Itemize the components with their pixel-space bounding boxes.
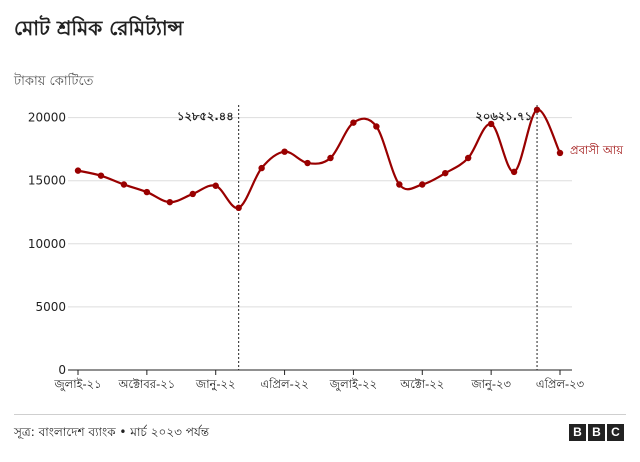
logo-letter-3: C	[607, 424, 624, 441]
data-point	[396, 181, 403, 188]
data-point	[556, 149, 564, 157]
footer-divider	[14, 414, 626, 415]
data-point	[419, 181, 426, 188]
x-tick-label: জানু-২৩	[470, 377, 511, 392]
x-tick-label: জানু-২২	[195, 377, 236, 392]
logo-letter-1: B	[569, 424, 586, 441]
legend: প্রবাসী আয়	[570, 143, 624, 157]
data-point	[189, 190, 196, 198]
y-tick-label: 5000	[35, 300, 66, 314]
x-tick-label: অক্টোবর-২১	[118, 377, 176, 391]
x-axis-ticks: জুলাই-২১ অক্টোবর-২১ জানু-২২ এপ্রিল-২২ জুলাই-…	[53, 370, 585, 392]
data-point	[510, 168, 518, 176]
y-tick-label: 0	[58, 363, 66, 377]
annotation-label: ১২৮৫২.৪৪	[177, 109, 234, 123]
data-point	[350, 119, 357, 126]
annotation-label: ২০৬২১.৭১	[475, 109, 532, 123]
data-point	[304, 159, 311, 167]
x-tick-label: এপ্রিল-২২	[260, 377, 308, 391]
logo-letter-2: B	[588, 424, 605, 441]
x-tick-label: অক্টো-২২	[399, 377, 444, 391]
bbc-logo: B B C	[569, 424, 624, 441]
series-points	[74, 106, 564, 212]
data-point	[74, 167, 82, 174]
x-tick-label: এপ্রিল-২৩	[536, 377, 585, 391]
data-point	[327, 154, 334, 162]
data-point	[442, 169, 449, 177]
y-tick-label: 15000	[28, 174, 66, 188]
data-point	[487, 120, 495, 128]
series-line	[77, 108, 561, 209]
annotations: ১২৮৫২.৪৪ ২০৬২১.৭১	[177, 105, 538, 370]
data-point	[281, 148, 288, 155]
data-point	[373, 123, 380, 130]
series-line-group	[77, 108, 561, 209]
data-point	[97, 172, 105, 179]
data-point	[533, 106, 541, 113]
y-tick-label: 10000	[28, 237, 66, 251]
grid-lines	[68, 117, 572, 371]
data-point	[464, 154, 472, 162]
x-tick-label: জুলাই-২২	[329, 377, 377, 392]
y-axis-unit-label: টাকায় কোটিতে	[14, 74, 94, 89]
y-axis-ticks: 0 5000 10000 15000 20000	[28, 111, 66, 377]
data-point	[166, 198, 174, 206]
source-note: সূত্র: বাংলাদেশ ব্যাংক • মার্চ ২০২৩ পর্য…	[14, 425, 210, 439]
y-tick-label: 20000	[28, 111, 66, 125]
data-point	[120, 181, 128, 188]
data-point	[235, 204, 242, 212]
x-tick-label: জুলাই-২১	[53, 377, 101, 392]
chart-title: মোট শ্রমিক রেমিট্যান্স	[14, 16, 184, 40]
legend-label: প্রবাসী আয়	[570, 143, 624, 157]
data-point	[258, 164, 265, 172]
data-point	[212, 182, 219, 189]
data-point	[143, 188, 151, 196]
